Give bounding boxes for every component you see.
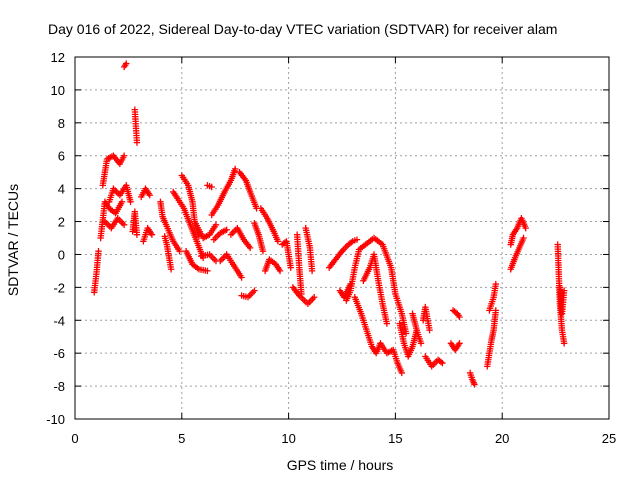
data-point: [560, 287, 568, 294]
data-point: [223, 226, 230, 233]
data-point: [148, 231, 156, 238]
y-tick-label: 2: [58, 215, 65, 230]
data-point: [402, 330, 410, 337]
data-point: [259, 247, 267, 255]
data-point: [492, 280, 499, 288]
y-tick-label: 8: [58, 116, 65, 131]
y-tick-label: 12: [51, 50, 65, 65]
data-point: [417, 340, 425, 347]
data-point: [274, 238, 282, 245]
data-point: [456, 340, 463, 347]
data-point: [383, 320, 391, 327]
y-tick-label: 0: [58, 247, 65, 262]
x-tick-labels: 0 5 10 15 20 25: [71, 431, 616, 446]
data-point: [311, 294, 318, 301]
x-tick-label: 25: [602, 431, 616, 446]
data-point: [251, 287, 258, 294]
y-tick-label: 4: [58, 182, 65, 197]
y-tick-label: 10: [51, 83, 65, 98]
data-point: [133, 139, 141, 146]
plot-frame: [74, 56, 610, 420]
data-point: [522, 224, 529, 232]
y-tick-labels: -10 -8 -6 -4 -2 0 2 4 6 8 10 12: [46, 50, 65, 427]
data-point: [287, 264, 294, 271]
x-tick-label: 5: [178, 431, 185, 446]
data-point: [176, 247, 183, 255]
data-point: [276, 267, 284, 275]
data-point: [232, 165, 239, 173]
data-point: [120, 221, 128, 229]
chart-title: Day 016 of 2022, Sidereal Day-to-day VTE…: [48, 21, 557, 37]
tick-layer: [74, 56, 610, 420]
data-point: [456, 313, 463, 321]
data-point: [560, 340, 568, 347]
data-point: [208, 183, 215, 191]
data-point: [120, 152, 128, 159]
data-point: [353, 236, 361, 243]
data-point: [437, 358, 445, 366]
y-tick-label: -6: [53, 346, 65, 361]
x-tick-label: 20: [495, 431, 509, 446]
y-tick-label: -10: [46, 412, 65, 427]
data-point: [204, 267, 211, 275]
grid-layer: [75, 57, 609, 419]
data-point: [348, 239, 355, 246]
data-point: [238, 274, 245, 281]
data-point: [95, 247, 102, 255]
x-axis-title: GPS time / hours: [287, 457, 394, 473]
data-point: [471, 381, 478, 388]
y-tick-label: -2: [53, 280, 65, 295]
data-point: [398, 369, 406, 377]
data-point: [439, 359, 446, 367]
data-point: [308, 267, 316, 275]
data-point: [123, 60, 130, 67]
data-point: [146, 192, 153, 199]
y-tick-label: -8: [53, 379, 65, 394]
data-point: [127, 198, 134, 205]
x-tick-label: 0: [71, 431, 78, 446]
data-point: [246, 244, 254, 252]
data-point: [212, 221, 220, 229]
data-points: [91, 60, 568, 388]
x-tick-label: 15: [388, 431, 402, 446]
data-point: [133, 231, 141, 238]
y-tick-label: 6: [58, 149, 65, 164]
data-point: [520, 234, 527, 242]
y-tick-label: -4: [53, 313, 65, 328]
data-point: [118, 198, 126, 205]
data-point: [426, 326, 433, 334]
data-point: [298, 290, 305, 298]
y-axis-title: SDTVAR / TECUs: [5, 184, 21, 296]
data-point: [167, 266, 175, 273]
data-point: [492, 307, 499, 314]
x-tick-label: 10: [281, 431, 295, 446]
